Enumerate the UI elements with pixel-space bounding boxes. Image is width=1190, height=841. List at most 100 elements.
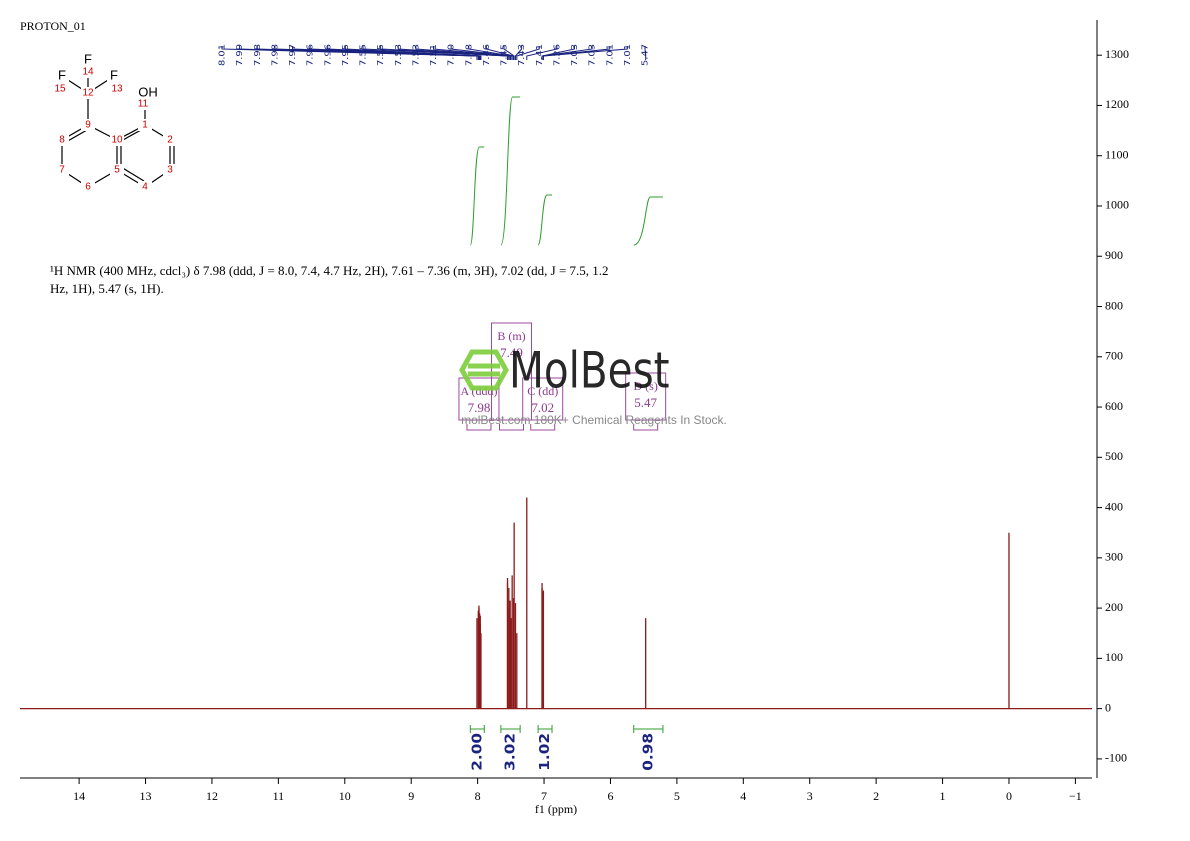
peak-label: 7.03: [588, 44, 597, 66]
x-tick-label: 5: [674, 789, 680, 803]
peak-label: 7.55: [376, 44, 385, 66]
atom-label: 11: [138, 99, 149, 110]
integral-curve: [537, 194, 553, 246]
integral-label: 0.98: [640, 733, 656, 771]
atom-label-bg: [81, 87, 95, 99]
peak-label: 7.99: [235, 44, 244, 66]
integral-curve: [633, 196, 663, 246]
peak-label: 7.01: [623, 44, 632, 66]
peak-label-connector: [644, 46, 647, 60]
atom-label: 9: [85, 120, 91, 131]
atom-label: 12: [82, 88, 94, 99]
peak-label: 7.97: [288, 44, 297, 66]
atom-label: 7: [59, 165, 65, 176]
atom-label: 8: [59, 135, 65, 146]
peak-label: 7.95: [341, 44, 350, 66]
atom-label: 10: [111, 135, 123, 146]
peak-label: 7.55: [359, 44, 368, 66]
y-tick-label: 500: [1105, 449, 1123, 463]
watermark-subtitle: molBest.com 180K+ Chemical Reagents In S…: [461, 413, 727, 427]
x-tick-label: 6: [607, 789, 613, 803]
integral-curve: [500, 96, 521, 246]
atom-label: 1: [142, 120, 148, 131]
multiplet-shift: 5.47: [634, 395, 657, 410]
peak-label-connector: [514, 46, 523, 60]
x-tick-label: 7: [541, 789, 547, 803]
atom-label: 4: [142, 182, 148, 193]
multiplet-bracket: [530, 424, 556, 431]
x-tick-label: 11: [273, 789, 285, 803]
peak-label-connector: [450, 46, 512, 60]
multiplet-label: D (s): [634, 379, 658, 393]
peak-label: 7.98: [271, 44, 280, 66]
chart-title: PROTON_01: [20, 19, 86, 33]
peak-label-connector: [541, 46, 593, 60]
multiplet-bracket: [633, 424, 659, 431]
peak-label: 8.01: [218, 44, 227, 66]
peak-label-connector: [468, 46, 513, 60]
integral-label: 3.02: [502, 733, 518, 771]
peak-label-connector: [503, 46, 515, 60]
integral-range: [537, 725, 553, 733]
atom-label: 3: [167, 165, 173, 176]
integral-range: [500, 725, 521, 733]
peak-label: 7.96: [306, 44, 315, 67]
y-tick-label: 200: [1105, 600, 1123, 614]
y-tick-label: -100: [1105, 751, 1127, 765]
multiplet-label: C (dd): [527, 384, 558, 398]
multiplet-shift: 7.02: [531, 400, 554, 415]
atom-label: 14: [82, 67, 94, 78]
peak-label: 7.01: [606, 44, 615, 66]
multiplet-shift: 7.98: [468, 400, 491, 415]
atom-label: OH: [138, 84, 158, 99]
peak-label: 7.98: [253, 44, 262, 66]
x-tick-label: 0: [1006, 789, 1012, 803]
peak-label-connector: [485, 46, 514, 60]
y-tick-label: 100: [1105, 650, 1123, 664]
atom-label: 5: [114, 165, 120, 176]
multiplet-box: [522, 377, 564, 421]
peak-label: 7.51: [429, 44, 438, 66]
watermark: MolBest: [509, 342, 670, 400]
atom-label-bg: [107, 70, 121, 82]
multiplet-shift: 7.49: [500, 345, 523, 360]
atom-label-bg: [55, 164, 69, 176]
atom-label: 6: [85, 182, 91, 193]
atom-label-bg: [138, 119, 152, 131]
peak-label: 7.03: [570, 44, 579, 66]
atom-label-bg: [110, 134, 124, 146]
y-tick-label: 0: [1105, 700, 1111, 714]
atom-label: 2: [167, 135, 173, 146]
x-tick-label: 8: [475, 789, 481, 803]
nmr-description: ¹H NMR (400 MHz, cdcl₃) δ 7.98 (ddd, J =…: [50, 263, 609, 296]
atom-label-bg: [81, 119, 95, 131]
peak-label: 7.53: [394, 44, 403, 66]
integral-label: 1.02: [537, 733, 553, 771]
peak-label-connector: [380, 46, 509, 60]
x-tick-label: 3: [807, 789, 813, 803]
atom-label-bg: [81, 54, 95, 66]
peak-label-connector: [433, 46, 511, 60]
y-tick-label: 1300: [1105, 47, 1129, 61]
multiplet-box: [625, 372, 667, 421]
multiplet-bracket: [466, 424, 492, 431]
atom-label-bg: [110, 83, 124, 95]
x-tick-label: 9: [408, 789, 414, 803]
y-tick-label: 1000: [1105, 198, 1129, 212]
y-tick-label: 300: [1105, 550, 1123, 564]
atom-label-bg: [55, 70, 69, 82]
x-tick-label: 1: [940, 789, 946, 803]
y-tick-label: 1200: [1105, 97, 1129, 111]
atom-label-bg: [55, 134, 69, 146]
peak-label: 7.96: [324, 44, 333, 67]
y-tick-label: 600: [1105, 399, 1123, 413]
peak-label-connector: [344, 46, 482, 60]
atom-label-bg: [163, 134, 177, 146]
integral-range: [469, 725, 485, 733]
multiplet-bracket: [498, 424, 524, 431]
x-tick-label: 12: [206, 789, 218, 803]
y-tick-label: 400: [1105, 499, 1123, 513]
atom-label-bg: [138, 181, 152, 193]
peak-label-connector: [516, 46, 540, 60]
peak-label: 7.48: [465, 44, 474, 66]
